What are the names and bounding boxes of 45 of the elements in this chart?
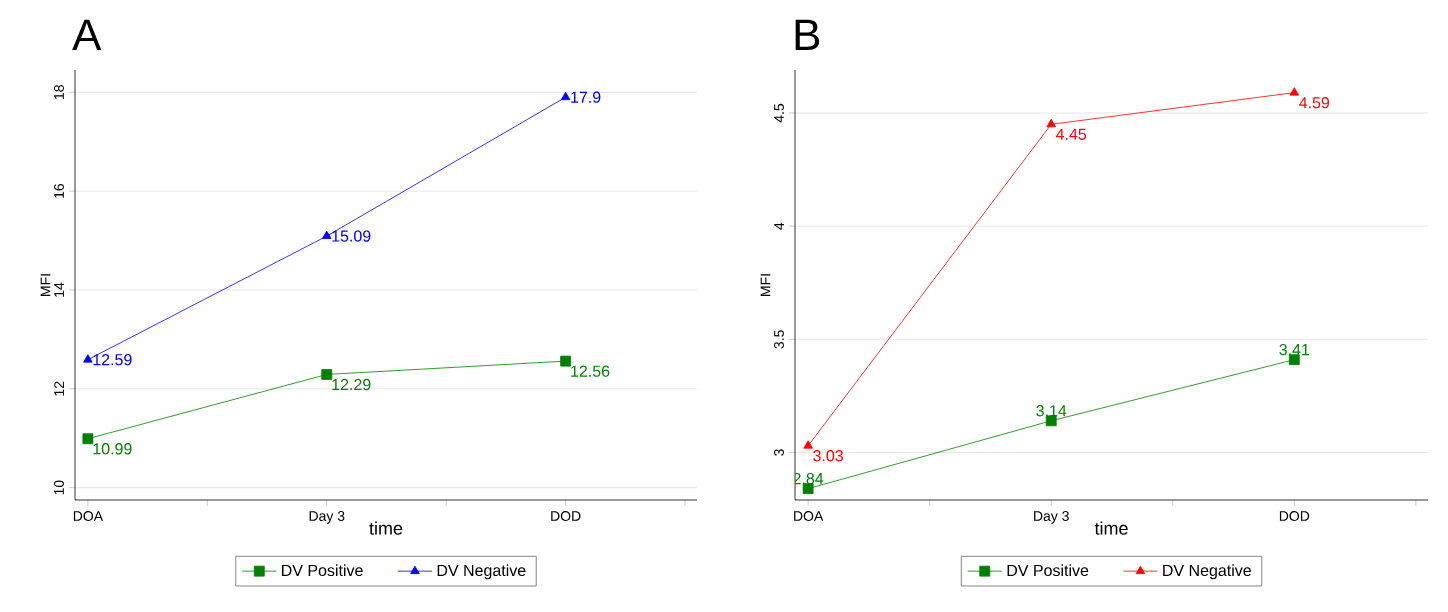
point [1289, 87, 1300, 96]
legend-label: DV Negative [437, 564, 526, 580]
x-tick-label: Day 3 [309, 511, 345, 524]
point [1046, 118, 1056, 128]
point [560, 91, 571, 101]
y-tick-label: 4 [774, 222, 784, 230]
data-label: 12.29 [332, 378, 371, 391]
data-label: 3.03 [813, 450, 843, 462]
y-tick-label: 10 [54, 480, 64, 495]
legend-label: DV Negative [1163, 564, 1251, 580]
y-tick-label: 4.5 [774, 103, 784, 123]
x-tick-label: Day 3 [1034, 511, 1069, 524]
point [82, 433, 94, 445]
x-tick-label: DOD [551, 511, 581, 521]
point [803, 440, 813, 449]
data-label: 3.41 [1279, 343, 1310, 356]
data-label: 3.14 [1036, 405, 1067, 417]
data-label: 15.09 [332, 230, 371, 242]
y-tick-label: 14 [54, 282, 64, 297]
y-tick-label: 3.5 [774, 330, 784, 349]
point [83, 354, 93, 363]
point [322, 230, 332, 239]
y-tick-label: 16 [54, 183, 64, 198]
chart-title: A [72, 19, 102, 50]
x-tick-label: DOD [1279, 511, 1310, 521]
y-tick-label: 18 [54, 85, 64, 99]
y-tick-label: 12 [54, 381, 64, 396]
legend-label: DV Positive [282, 564, 363, 577]
data-label: 12.59 [93, 353, 132, 366]
data-label: 10.99 [93, 443, 132, 455]
chart-title: B [795, 19, 820, 50]
data-label: 4.59 [1299, 97, 1330, 109]
data-label: 17.9 [571, 91, 601, 103]
legend-label: DV Positive [1007, 564, 1089, 577]
y-tick-label: 3 [774, 449, 784, 456]
x-tick-label: DOA [73, 511, 104, 521]
y-axis-title: MFI [760, 274, 771, 296]
x-tick-label: DOA [794, 511, 824, 521]
x-axis-title: time [1094, 521, 1128, 535]
y-axis-title: MFI [40, 274, 51, 296]
x-axis-title: time [369, 521, 403, 535]
point [560, 355, 572, 367]
data-label: 12.56 [571, 365, 610, 377]
point [321, 369, 333, 380]
data-label: 4.45 [1055, 128, 1087, 140]
